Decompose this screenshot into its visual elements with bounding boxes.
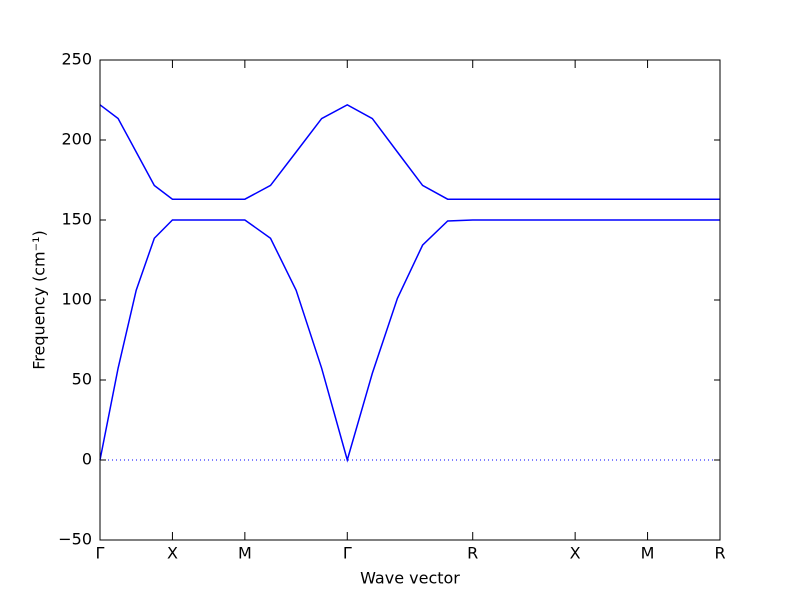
band-line (99, 103, 720, 200)
y-tick-label: 100 (61, 290, 92, 309)
y-tick-label: 200 (61, 130, 92, 149)
y-tick-label: 50 (72, 370, 92, 389)
x-tick-label: M (238, 544, 252, 563)
y-tick-label: 150 (61, 210, 92, 229)
x-tick-label: R (714, 544, 725, 563)
x-tick-label: R (467, 544, 478, 563)
x-tick-label: X (570, 544, 581, 563)
y-axis-label: Frequency (cm⁻¹) (30, 230, 49, 369)
x-tick-label: Γ (96, 544, 105, 563)
x-tick-label: Γ (343, 544, 352, 563)
band-line (99, 219, 720, 463)
y-tick-label: −50 (58, 530, 92, 549)
y-tick-label: 250 (61, 50, 92, 69)
x-tick-label: X (167, 544, 178, 563)
x-tick-label: M (641, 544, 655, 563)
plot-frame (99, 59, 721, 541)
y-tick-label: 0 (82, 450, 92, 469)
x-axis-label: Wave vector (360, 569, 460, 588)
